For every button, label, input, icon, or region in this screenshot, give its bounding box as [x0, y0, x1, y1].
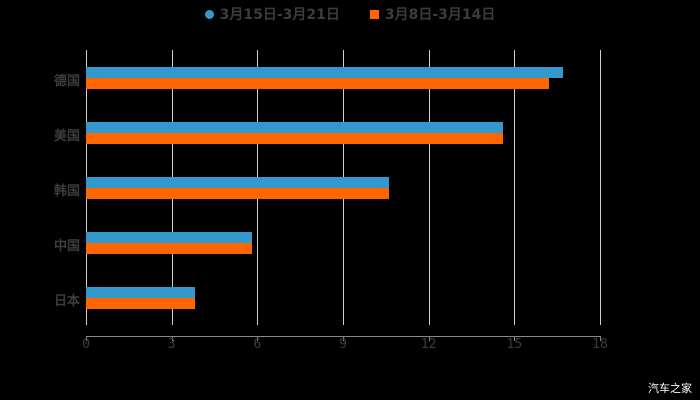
axis-tick	[86, 336, 87, 341]
y-category-label: 德国	[53, 74, 80, 89]
chart-legend: 3月15日-3月21日 3月8日-3月14日	[0, 4, 700, 24]
watermark: 汽车之家	[648, 382, 692, 395]
bar-series-2[interactable]	[86, 78, 549, 89]
axis-tick	[428, 336, 430, 341]
legend-item-series-1[interactable]: 3月15日-3月21日	[204, 4, 340, 24]
axis-tick	[600, 336, 601, 341]
y-category-label: 美国	[53, 129, 80, 144]
x-tick-label: 9	[339, 337, 347, 352]
axis-tick	[343, 336, 344, 341]
legend-circle-icon	[204, 9, 214, 19]
x-tick-label: 6	[253, 337, 262, 352]
x-tick-label: 15	[506, 337, 523, 352]
gridline	[428, 50, 430, 325]
x-tick-label: 3	[167, 337, 176, 352]
axis-tick	[514, 336, 516, 341]
bar-series-2[interactable]	[86, 188, 389, 199]
gridline	[514, 50, 516, 325]
bar-series-2[interactable]	[86, 298, 195, 309]
legend-item-series-2[interactable]: 3月8日-3月14日	[369, 4, 496, 24]
legend-square-icon	[369, 9, 379, 19]
legend-label: 3月8日-3月14日	[384, 7, 496, 23]
y-category-label: 韩国	[53, 184, 80, 199]
x-tick-label: 18	[592, 337, 608, 352]
bar-series-1[interactable]	[86, 122, 503, 133]
x-tick-label: 12	[420, 337, 437, 352]
bar-series-2[interactable]	[86, 243, 252, 254]
axis-tick	[257, 336, 259, 341]
x-tick-label: 0	[82, 337, 90, 352]
y-category-label: 中国	[53, 239, 80, 254]
legend-label: 3月15日-3月21日	[219, 7, 340, 23]
x-axis	[86, 336, 600, 337]
bar-series-1[interactable]	[86, 232, 252, 243]
axis-tick	[171, 336, 173, 341]
gridline	[600, 50, 601, 325]
bar-series-1[interactable]	[86, 287, 195, 298]
bar-series-1[interactable]	[86, 177, 389, 188]
bar-series-2[interactable]	[86, 133, 503, 144]
bar-series-1[interactable]	[86, 67, 563, 78]
y-category-label: 日本	[53, 294, 80, 309]
